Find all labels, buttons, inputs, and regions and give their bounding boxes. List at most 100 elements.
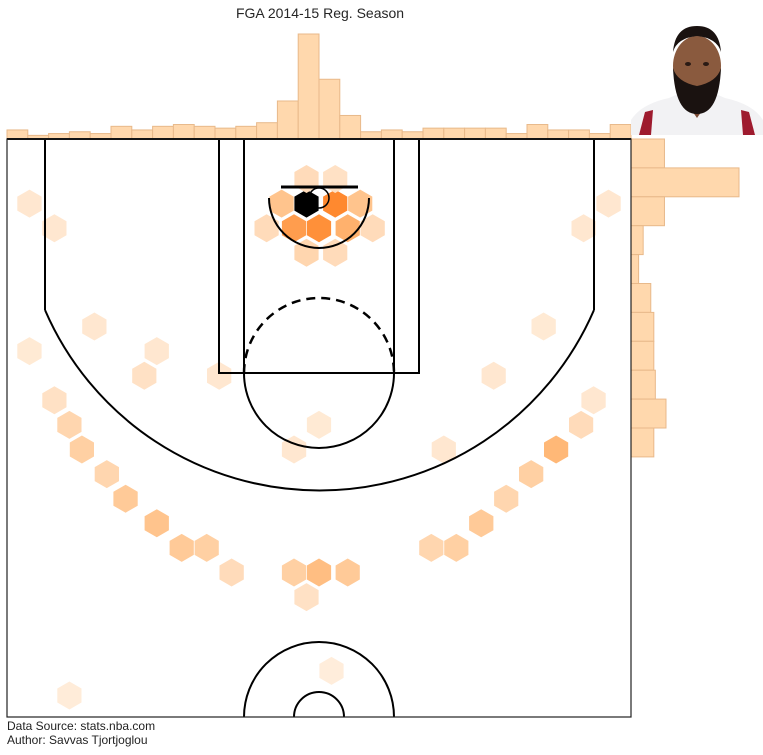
hexbin-cell	[306, 214, 332, 243]
hexbin-cell	[571, 214, 596, 243]
hexbin-cell	[348, 189, 373, 218]
top-hist-bar	[484, 127, 507, 140]
top-hist-bar	[152, 125, 174, 140]
hexbin-cell	[57, 410, 82, 439]
hexbin-cell	[219, 558, 244, 587]
hexbin-cell	[132, 361, 157, 390]
hexbin-cell	[144, 337, 169, 366]
hexbin-cell	[335, 558, 360, 587]
top-hist-bar	[464, 127, 486, 140]
right-hist-bar	[630, 340, 655, 371]
top-hist-bar	[526, 124, 549, 140]
top-hist-bar	[6, 129, 29, 140]
top-hist-bar	[568, 129, 590, 140]
hexbin-cell	[17, 189, 42, 218]
top-hist-bar	[609, 124, 632, 140]
hexbin-cell	[494, 484, 519, 513]
top-hist-bar	[380, 129, 403, 140]
hexbin-cell	[194, 533, 219, 562]
hexbin-cell	[254, 214, 279, 243]
right-hist-bar	[630, 138, 665, 169]
hexbin-cell	[519, 460, 544, 489]
free-throw-arc-top	[243, 372, 395, 449]
top-hist-bar	[235, 125, 258, 140]
top-hist-bar	[193, 125, 216, 140]
top-hist-bar	[360, 131, 382, 140]
hexbin-cell	[294, 238, 319, 267]
right-hist-bar	[630, 427, 655, 458]
top-hist-bar	[172, 124, 195, 140]
court-lines	[6, 138, 632, 718]
top-hist-bar	[68, 131, 91, 140]
hexbin-cell	[69, 435, 94, 464]
hexbin-cell	[306, 410, 332, 439]
hexbin-cell	[94, 460, 119, 489]
data-source-text: Data Source: stats.nba.com	[7, 719, 156, 733]
hexbin-cell	[169, 533, 194, 562]
top-hist-bar	[297, 33, 320, 140]
hexbin-cell	[207, 361, 232, 390]
hexbin-cell	[42, 214, 67, 243]
restricted-area	[268, 197, 370, 249]
hexbin-cell	[82, 312, 107, 341]
hexbin-cell	[294, 583, 319, 612]
hexbin-cell	[269, 189, 294, 218]
player-photo	[631, 26, 763, 135]
chart-title: FGA 2014-15 Reg. Season	[235, 5, 405, 21]
hexbin-cell	[323, 165, 348, 193]
top-hist-bar	[256, 122, 278, 140]
hexbin-cell	[360, 214, 385, 243]
top-hist-bar	[401, 131, 424, 140]
hexbin-cell	[113, 484, 138, 513]
top-hist-bar	[214, 127, 237, 140]
top-hist-bar	[110, 125, 133, 140]
hexbin-cell	[419, 533, 444, 562]
hexbin-cell	[444, 533, 469, 562]
hexbin-cell	[281, 558, 307, 587]
top-hist-bar	[339, 114, 362, 140]
hexbin-cell	[319, 656, 344, 685]
right-hist-bar	[630, 225, 644, 256]
court-border	[6, 138, 632, 718]
top-hist-bar	[318, 78, 341, 140]
center-circle-inner	[293, 691, 345, 718]
hexbin-cell	[306, 558, 332, 587]
paint-outer	[218, 138, 420, 374]
right-hist-bar	[630, 283, 652, 313]
right-hist-bar	[630, 167, 740, 198]
hexbin-cell	[42, 386, 67, 415]
hexbin-cell	[544, 435, 569, 464]
right-hist-bar	[630, 311, 655, 342]
hexbin-cell	[596, 189, 621, 218]
hexbin-cell	[57, 681, 82, 710]
hexbin-cell	[531, 312, 556, 341]
hexbin-cell	[17, 337, 42, 366]
three-point-arc	[44, 309, 595, 492]
right-hist-bar	[630, 254, 640, 285]
hexbin-cell	[581, 386, 606, 415]
hexbin-cell	[569, 410, 594, 439]
author-text: Author: Savvas Tjortjoglou	[7, 733, 148, 747]
top-hist-bar	[547, 129, 570, 140]
top-hist-bar	[422, 127, 445, 140]
hoop	[308, 187, 330, 209]
right-hist-bar	[630, 369, 656, 400]
top-hist-bar	[276, 100, 299, 140]
hexbin-cell	[323, 238, 348, 267]
free-throw-arc-dashed	[242, 296, 396, 374]
top-histogram	[6, 33, 632, 140]
top-hist-bar	[443, 127, 466, 140]
right-hist-bar	[630, 196, 665, 227]
right-hist-bar	[630, 398, 667, 429]
hexbin-cell	[481, 361, 506, 390]
credits: Data Source: stats.nba.com Author: Savva…	[7, 719, 155, 747]
right-histogram	[630, 138, 740, 458]
hexbin-layer	[17, 165, 621, 710]
top-hist-bar	[131, 129, 154, 140]
hexbin-cell	[144, 509, 169, 538]
hexbin-cell	[294, 189, 319, 218]
hexbin-cell	[281, 214, 307, 243]
hexbin-cell	[431, 435, 456, 464]
center-circle-outer	[243, 641, 395, 718]
